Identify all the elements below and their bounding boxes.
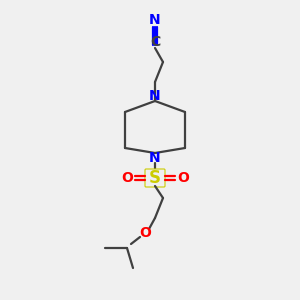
- Text: O: O: [139, 226, 151, 240]
- Text: C: C: [150, 35, 160, 49]
- Text: N: N: [149, 13, 161, 27]
- Text: O: O: [121, 171, 133, 185]
- FancyBboxPatch shape: [145, 169, 165, 187]
- Text: O: O: [177, 171, 189, 185]
- Text: S: S: [149, 169, 161, 187]
- Text: N: N: [149, 89, 161, 103]
- Text: N: N: [149, 151, 161, 165]
